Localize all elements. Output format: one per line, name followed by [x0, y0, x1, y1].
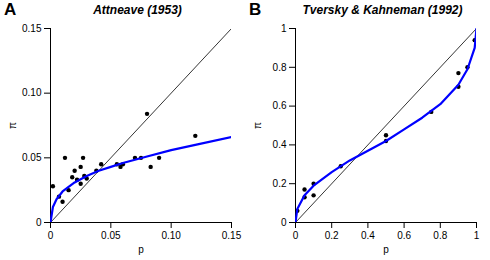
- svg-text:0.15: 0.15: [22, 23, 42, 34]
- svg-text:0: 0: [48, 230, 54, 241]
- svg-text:0: 0: [293, 230, 299, 241]
- svg-text:0.10: 0.10: [22, 87, 42, 98]
- html-text:A: A: [4, 0, 17, 19]
- svg-text:0.6: 0.6: [397, 230, 411, 241]
- svg-text:0.4: 0.4: [361, 230, 375, 241]
- svg-text:0.05: 0.05: [22, 152, 42, 163]
- svg-text:π: π: [252, 122, 263, 129]
- svg-text:0: 0: [36, 217, 42, 228]
- svg-text:0: 0: [281, 217, 287, 228]
- svg-text:0.8: 0.8: [433, 230, 447, 241]
- html-text:B: B: [249, 0, 262, 19]
- svg-text:0.15: 0.15: [222, 230, 242, 241]
- svg-text:π: π: [7, 122, 18, 129]
- svg-text:0.2: 0.2: [325, 230, 339, 241]
- svg-text:0.05: 0.05: [101, 230, 121, 241]
- svg-text:0.4: 0.4: [273, 139, 287, 150]
- svg-text:0.8: 0.8: [273, 62, 287, 73]
- svg-text:0.2: 0.2: [273, 178, 287, 189]
- svg-text:p: p: [138, 244, 144, 255]
- svg-text:0.10: 0.10: [161, 230, 181, 241]
- html-text:Tversky & Kahneman (1992): Tversky & Kahneman (1992): [302, 3, 463, 17]
- svg-text:p: p: [383, 244, 389, 255]
- html-text:Attneave (1953): Attneave (1953): [93, 3, 182, 17]
- svg-text:1: 1: [474, 230, 480, 241]
- svg-text:0.6: 0.6: [273, 100, 287, 111]
- svg-text:1: 1: [281, 23, 287, 34]
